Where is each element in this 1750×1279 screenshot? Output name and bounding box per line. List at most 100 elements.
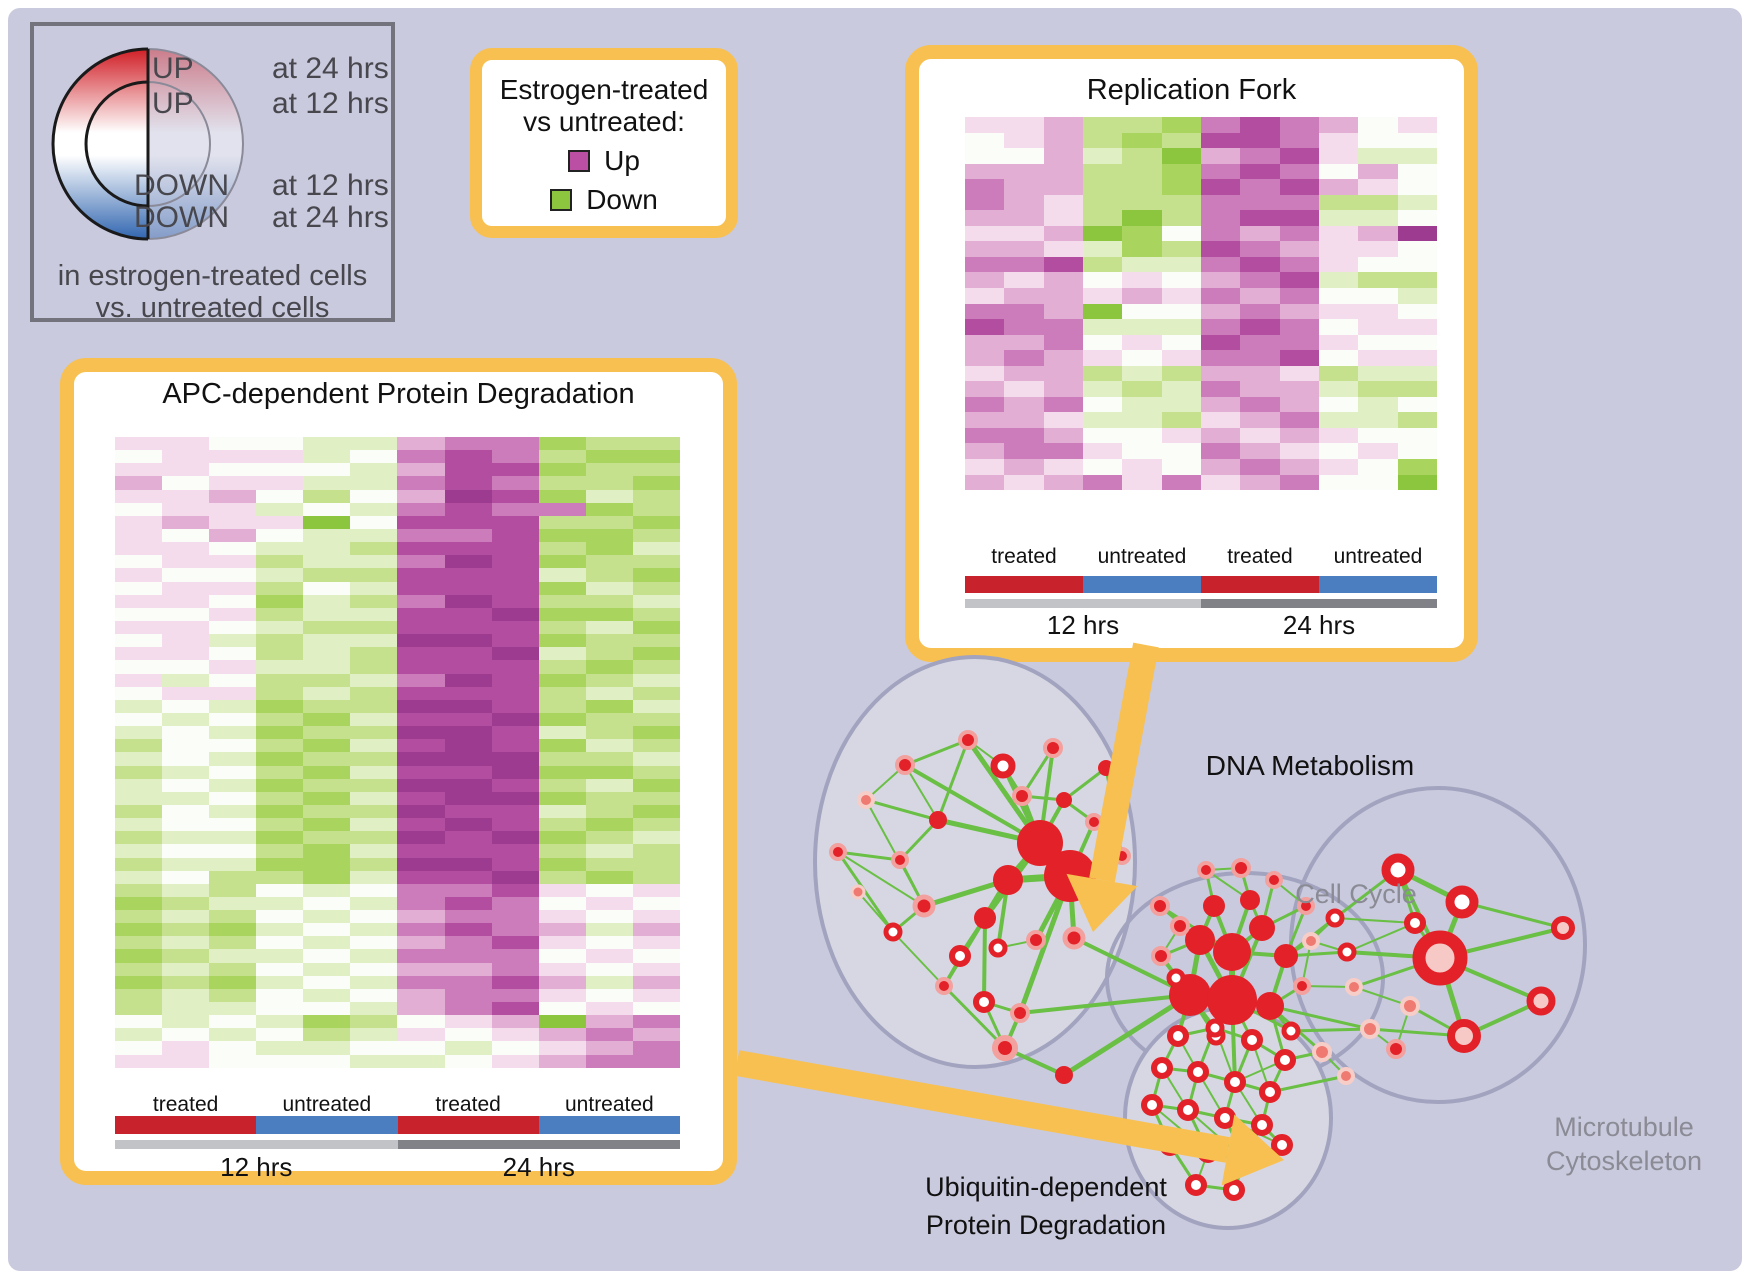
heatmap-row xyxy=(115,923,680,937)
heatmap-cell xyxy=(397,502,445,516)
heatmap-cell xyxy=(444,437,492,451)
heatmap-cell xyxy=(491,910,539,924)
heatmap-cell xyxy=(1358,365,1398,382)
updown-ring-legend-panel: UP UP DOWN DOWN at 24 hrs at 12 hrs at 1… xyxy=(30,22,395,323)
heatmap-cell xyxy=(1161,210,1201,226)
heatmap-cell xyxy=(1279,148,1319,164)
heatmap-cell xyxy=(538,660,586,674)
network-node xyxy=(1159,1134,1181,1156)
heatmap-cell xyxy=(632,975,680,989)
heatmap-cell xyxy=(209,857,257,871)
annotation-arrow-head xyxy=(1066,873,1138,932)
heatmap-cell xyxy=(1279,272,1319,289)
heatmap-cell xyxy=(209,673,257,687)
network-edge xyxy=(1187,1109,1246,1161)
heatmap-cell xyxy=(1397,256,1437,273)
down-label: Down xyxy=(586,184,658,216)
heatmap-cell xyxy=(491,975,539,989)
network-edge xyxy=(1168,1144,1198,1186)
heatmap-cell xyxy=(1200,427,1241,444)
network-node xyxy=(1185,925,1215,955)
heatmap-cell xyxy=(115,844,163,858)
heatmap-cell xyxy=(350,791,398,805)
heatmap-cell xyxy=(209,437,257,451)
network-node xyxy=(1302,932,1320,950)
heatmap-cell xyxy=(1397,225,1437,242)
heatmap-cell xyxy=(491,502,539,516)
heatmap-cell xyxy=(444,528,492,543)
heatmap-cell xyxy=(965,365,1005,382)
heatmap-cell xyxy=(491,778,539,792)
heatmap-cell xyxy=(209,542,257,556)
network-edge xyxy=(1073,936,1191,997)
heatmap-cell xyxy=(1358,117,1398,133)
heatmap-cell xyxy=(1200,459,1241,475)
heatmap-cell xyxy=(1240,365,1280,382)
heatmap-cell xyxy=(1279,459,1319,475)
heatmap-cell xyxy=(1043,319,1083,335)
network-node xyxy=(1337,1067,1355,1085)
heatmap-cell xyxy=(1358,132,1398,149)
heatmap-cell xyxy=(1240,256,1280,273)
heatmap-cell xyxy=(209,804,257,819)
heatmap-cell xyxy=(350,883,398,897)
heatmap-cell xyxy=(444,660,492,674)
heatmap-cell xyxy=(1082,319,1123,335)
network-label: Microtubule xyxy=(1554,1112,1694,1142)
network-edge xyxy=(1003,1012,1022,1049)
heatmap-cell xyxy=(162,1041,210,1055)
heatmap-cell xyxy=(632,804,680,819)
heatmap-cell xyxy=(162,1015,210,1029)
heatmap-cell xyxy=(444,752,492,766)
network-node xyxy=(1381,853,1415,887)
heatmap-row xyxy=(115,699,680,713)
heatmap-cell xyxy=(256,936,304,950)
heatmap-cell xyxy=(632,844,680,858)
network-node xyxy=(1404,912,1426,934)
heatmap-cell xyxy=(350,699,398,713)
heatmap-cell xyxy=(1318,303,1359,320)
heatmap-cell xyxy=(491,936,539,950)
network-edge xyxy=(1150,1067,1164,1106)
heatmap-cell xyxy=(1358,412,1398,428)
heatmap-cell xyxy=(1004,443,1044,460)
heatmap-cell xyxy=(538,489,586,503)
heatmap-cell xyxy=(1161,272,1201,289)
heatmap-cell xyxy=(115,726,163,740)
heatmap-cell xyxy=(491,542,539,556)
heatmap-cell xyxy=(1279,334,1319,351)
heatmap-cell xyxy=(1318,179,1359,195)
heatmap-cell xyxy=(538,936,586,950)
heatmap-cell xyxy=(1200,288,1241,304)
heatmap-cell xyxy=(256,896,304,911)
heatmap-cell xyxy=(538,1015,586,1029)
heatmap-cell xyxy=(965,459,1005,475)
network-edge xyxy=(1195,1183,1235,1192)
network-edge xyxy=(1187,1108,1226,1120)
heatmap-cell xyxy=(632,594,680,608)
network-edge xyxy=(836,851,895,933)
heatmap-cell xyxy=(162,778,210,792)
heatmap-cell xyxy=(350,804,398,819)
network-node xyxy=(992,1035,1018,1061)
heatmap-cell xyxy=(585,660,633,674)
heatmap-cell xyxy=(209,620,257,635)
heatmap-cell xyxy=(115,699,163,713)
heatmap-cell xyxy=(444,502,492,516)
heatmap-cell xyxy=(491,581,539,595)
heatmap-cell xyxy=(538,1028,586,1042)
heatmap-cell xyxy=(585,752,633,766)
heatmap-cell xyxy=(585,831,633,845)
heatmap-cell xyxy=(538,647,586,661)
heatmap-cell xyxy=(585,1054,633,1068)
heatmap-row xyxy=(115,936,680,950)
heatmap-cell xyxy=(115,463,163,477)
heatmap-row xyxy=(115,528,680,543)
heatmap-cell xyxy=(491,634,539,648)
heatmap-cell xyxy=(209,1028,257,1042)
heatmap-cell xyxy=(1043,303,1083,320)
heatmap-cell xyxy=(585,673,633,687)
heatmap-cell xyxy=(1200,319,1241,335)
network-edge xyxy=(1284,905,1308,957)
network-edge xyxy=(982,1001,1007,1049)
